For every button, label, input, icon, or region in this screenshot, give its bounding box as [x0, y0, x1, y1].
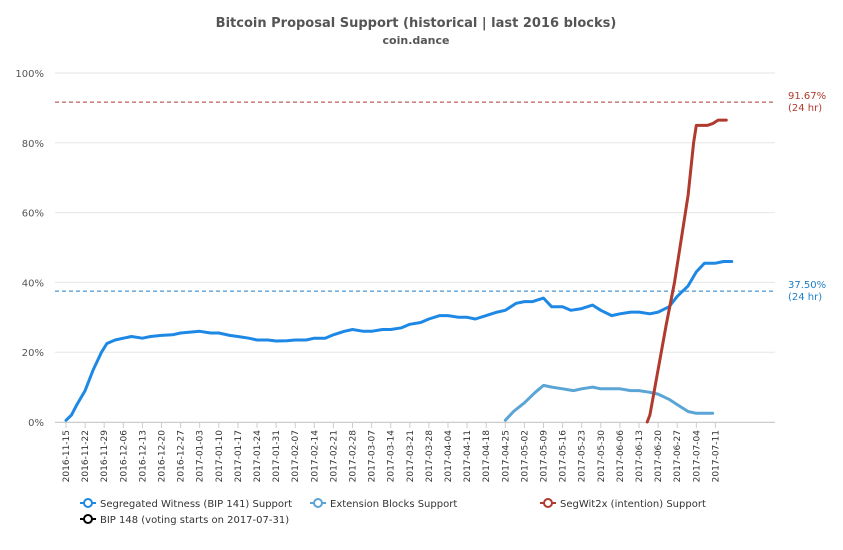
y-tick-label: 0% — [28, 418, 44, 429]
x-tick-label: 2017-04-18 — [482, 430, 492, 483]
x-tick-label: 2017-02-28 — [349, 430, 359, 483]
legend-label: Extension Blocks Support — [330, 499, 457, 510]
y-tick-label: 20% — [22, 348, 44, 359]
x-tick-label: 2016-12-27 — [177, 430, 187, 482]
x-tick-label: 2017-01-03 — [196, 430, 206, 482]
x-tick-label: 2016-12-13 — [138, 430, 148, 482]
x-tick-label: 2017-02-07 — [291, 430, 301, 482]
threshold-sublabel: (24 hr) — [788, 292, 822, 303]
x-tick-label: 2016-11-22 — [81, 430, 91, 482]
x-axis: 2016-11-15 2016-11-22 2016-11-29 2016-12-06… — [55, 422, 775, 482]
y-tick-label: 60% — [22, 209, 44, 220]
legend-marker — [543, 498, 553, 508]
legend-marker — [313, 498, 323, 508]
x-tick-label: 2017-06-13 — [635, 430, 645, 482]
x-tick-label: 2017-05-09 — [540, 430, 550, 483]
x-tick-label: 2017-02-14 — [310, 430, 320, 483]
x-tick-label: 2017-07-04 — [692, 430, 702, 483]
x-tick-label: 2017-01-31 — [272, 430, 282, 482]
x-tick-label: 2017-05-02 — [520, 430, 530, 482]
x-tick-label: 2017-01-17 — [234, 430, 244, 482]
x-tick-label: 2017-06-27 — [673, 430, 683, 482]
y-axis-ticks: 0% 20% 40% 60% 80% 100% — [15, 69, 44, 429]
x-tick-label: 2017-03-14 — [387, 430, 397, 483]
y-tick-label: 40% — [22, 278, 44, 289]
x-tick-label: 2017-05-30 — [597, 430, 607, 483]
series-line — [645, 118, 728, 424]
legend-item[interactable]: Extension Blocks Support — [310, 498, 457, 510]
x-tick-label: 2017-04-25 — [501, 430, 511, 482]
x-tick-label: 2017-04-11 — [463, 430, 473, 482]
grid — [55, 72, 775, 423]
x-tick-label: 2017-07-11 — [711, 430, 721, 482]
x-tick-label: 2017-05-16 — [559, 430, 569, 483]
threshold-lines: 91.67%(24 hr)37.50%(24 hr) — [55, 91, 826, 303]
x-tick-label: 2016-12-06 — [119, 430, 129, 483]
y-tick-label: 100% — [15, 69, 44, 80]
legend-item[interactable]: Segregated Witness (BIP 141) Support — [80, 498, 292, 510]
series-lines — [64, 118, 734, 424]
x-tick-label: 2017-03-28 — [425, 430, 435, 483]
legend-label: Segregated Witness (BIP 141) Support — [100, 499, 292, 510]
x-tick-label: 2017-01-10 — [215, 430, 225, 483]
x-tick-label: 2017-06-06 — [616, 430, 626, 483]
x-tick-label: 2016-11-29 — [100, 430, 110, 483]
legend-label: SegWit2x (intention) Support — [560, 499, 706, 510]
chart-title: Bitcoin Proposal Support (historical | l… — [216, 16, 617, 31]
x-tick-label: 2017-03-07 — [368, 430, 378, 482]
x-tick-label: 2016-11-15 — [62, 430, 72, 482]
threshold-sublabel: (24 hr) — [788, 103, 822, 114]
threshold-label: 91.67% — [788, 91, 826, 102]
x-tick-label: 2016-12-20 — [158, 430, 168, 483]
x-tick-label: 2017-02-21 — [329, 430, 339, 482]
legend-marker — [83, 498, 93, 508]
x-tick-label: 2017-05-23 — [578, 430, 588, 482]
legend-item[interactable]: SegWit2x (intention) Support — [540, 498, 706, 510]
series-line — [503, 383, 715, 422]
legend-item[interactable]: BIP 148 (voting starts on 2017-07-31) — [80, 514, 289, 526]
chart-subtitle: coin.dance — [383, 34, 450, 47]
threshold-label: 37.50% — [788, 280, 826, 291]
y-tick-label: 80% — [22, 139, 44, 150]
x-tick-label: 2017-04-04 — [444, 430, 454, 483]
legend-label: BIP 148 (voting starts on 2017-07-31) — [100, 515, 289, 526]
series-line — [64, 260, 734, 422]
x-tick-label: 2017-06-20 — [654, 430, 664, 483]
legend-marker — [83, 514, 93, 524]
x-tick-label: 2017-03-21 — [406, 430, 416, 482]
x-tick-label: 2017-01-24 — [253, 430, 263, 483]
legend[interactable]: Segregated Witness (BIP 141) Support Exte… — [80, 498, 706, 526]
